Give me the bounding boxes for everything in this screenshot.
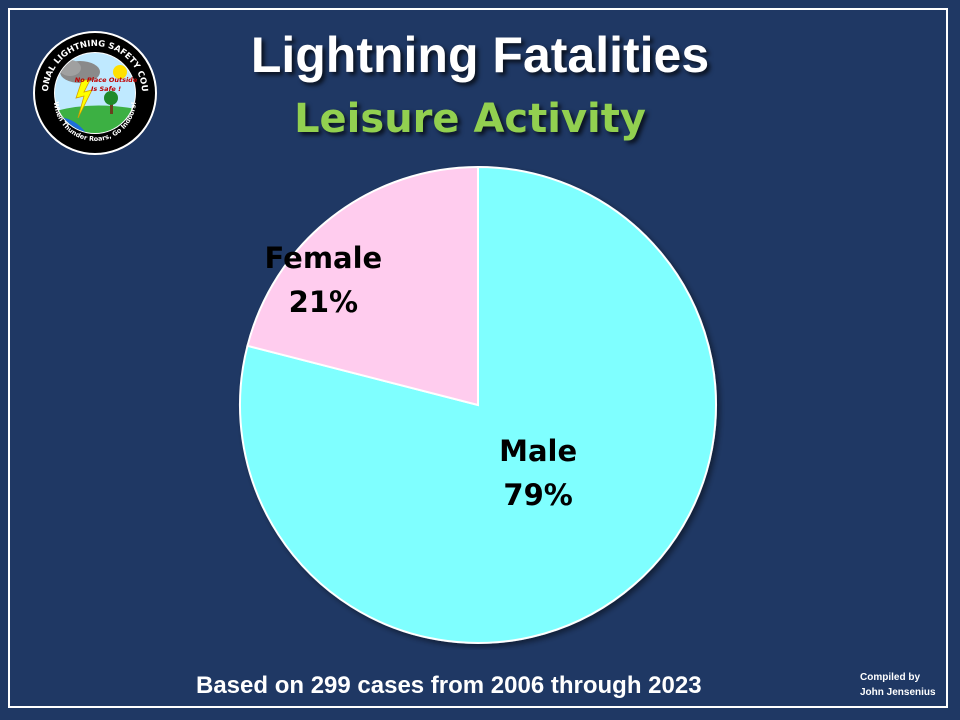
nlsc-logo: NATIONAL LIGHTNING SAFETY COUNCIL When T… bbox=[32, 30, 157, 155]
pie-chart: Male 79% Female 21% bbox=[239, 165, 717, 644]
credit-line-2: John Jensenius bbox=[860, 687, 936, 698]
credit-line-1: Compiled by bbox=[860, 672, 921, 683]
pie-value-female: 21% bbox=[289, 285, 358, 319]
logo-center-text-1: No Place Outside bbox=[75, 76, 138, 84]
pie-label-female: Female bbox=[265, 241, 383, 275]
logo-center-text-2: Is Safe ! bbox=[91, 85, 121, 93]
pie-value-male: 79% bbox=[503, 478, 572, 512]
pie-slice-female bbox=[246, 165, 479, 407]
credit: Compiled by John Jensenius bbox=[860, 670, 936, 700]
slide-border bbox=[8, 8, 948, 708]
page-title: Lightning Fatalities bbox=[250, 27, 710, 83]
footnote: Based on 299 cases from 2006 through 202… bbox=[196, 672, 702, 699]
pie-label-male: Male bbox=[499, 434, 577, 468]
page-subtitle: Leisure Activity bbox=[294, 96, 646, 142]
